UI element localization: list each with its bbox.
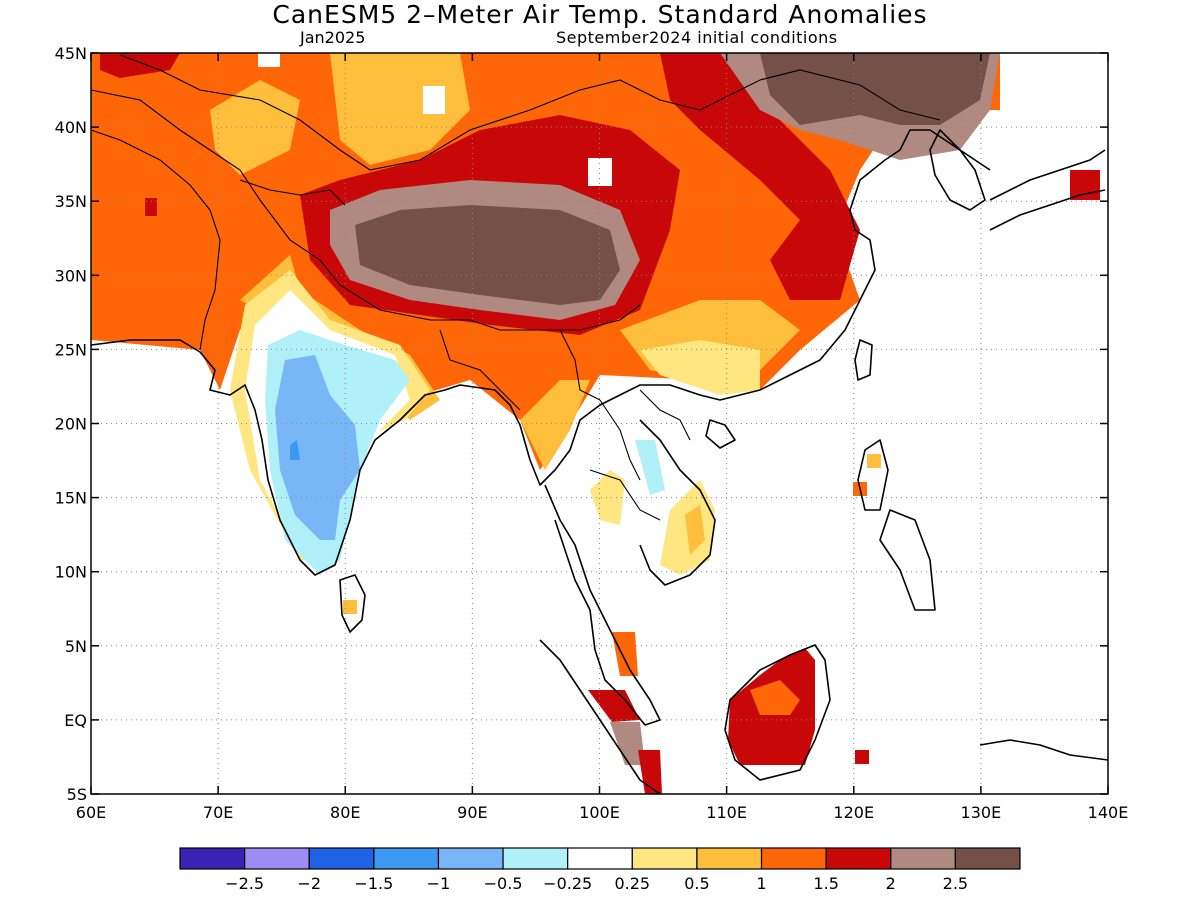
colorbar-swatch (890, 847, 956, 870)
colorbar-label: 1 (756, 874, 766, 893)
colorbar-swatch (696, 847, 763, 870)
lat-tick-label: 40N (55, 118, 87, 137)
colorbar-swatch (760, 847, 827, 870)
anomaly-region-0.25-to-0.5 (640, 340, 760, 395)
colorbar-label: −2 (297, 874, 321, 893)
anomaly-cell-1.5-to-2 (855, 750, 869, 764)
map-title: CanESM5 2–Meter Air Temp. Standard Anoma… (272, 0, 928, 29)
anomaly-region-1-to-1.5 (750, 680, 800, 715)
lat-tick-label: 35N (55, 192, 87, 211)
anomaly-cell-1.5-to-2 (1070, 170, 1100, 200)
lat-tick-label: 45N (55, 44, 87, 63)
anomaly-region-minus-1-to-minus-1.5 (290, 440, 300, 460)
colorbar-label: 0.25 (614, 874, 650, 893)
colorbar-label: 0.5 (684, 874, 709, 893)
lat-tick-label: 5S (67, 785, 87, 804)
anomaly-region-minus-0.5-to-minus-1 (275, 355, 360, 540)
lat-tick-label: 20N (55, 415, 87, 434)
anomaly-cell-1.5-to-2 (145, 198, 157, 216)
colorbar-swatch (502, 847, 569, 870)
colorbar-swatch (567, 847, 633, 870)
colorbar-label: 2.5 (943, 874, 968, 893)
colorbar-swatch (373, 847, 440, 870)
colorbar-swatch (954, 847, 1021, 870)
anomaly-region-2-to-2.5 (610, 722, 645, 765)
colorbar-label: −1.5 (354, 874, 393, 893)
colorbar-label: −2.5 (225, 874, 264, 893)
colorbar-swatch (825, 847, 892, 870)
country-borders (90, 54, 941, 521)
missing-data-cell (588, 158, 612, 186)
axis-ticks: 60E 70E 80E 90E 100E 110E 120E 130E 140E 45N 40N 35… (55, 44, 1129, 822)
anomaly-region-1-to-1.5 (612, 632, 638, 676)
colorbar-label: −1 (427, 874, 451, 893)
lon-tick-label: 90E (457, 803, 487, 822)
anomaly-region-0.5-to-1 (210, 80, 300, 175)
missing-data-cell (423, 86, 445, 114)
colorbar-label: 1.5 (813, 874, 838, 893)
anomaly-fields (91, 53, 1108, 794)
colorbar-swatch (244, 847, 310, 870)
lon-tick-label: 110E (706, 803, 747, 822)
anomaly-region-above-2.5 (355, 205, 620, 305)
anomaly-region-1.5-to-2 (660, 53, 860, 300)
colorbar-label: −0.25 (543, 874, 592, 893)
lat-tick-label: 15N (55, 489, 87, 508)
colorbar-label: −0.5 (484, 874, 523, 893)
anomaly-region-0.5-to-1 (520, 380, 590, 470)
missing-data-cell (258, 53, 280, 67)
colorbar-swatch (308, 847, 375, 870)
anomaly-region-minus-0.25-to-minus-0.5 (635, 440, 665, 495)
lat-tick-label: 25N (55, 340, 87, 359)
anomaly-region-1.5-to-2 (100, 53, 180, 78)
anomaly-region-0.25-to-0.5 (590, 470, 625, 525)
coastlines (90, 129, 1109, 795)
colorbar: −2.5 −2 −1.5 −1 −0.5 −0.25 0.25 0.5 1 1.5 2 2.5 (179, 847, 1021, 893)
lon-tick-label: 100E (579, 803, 620, 822)
lon-tick-label: 120E (833, 803, 874, 822)
colorbar-swatch (437, 847, 504, 870)
graticule (91, 53, 1108, 794)
anomaly-region-0.5-to-1 (685, 505, 705, 555)
anomaly-cell-0.5-to-1 (343, 600, 357, 614)
lat-tick-label: 10N (55, 563, 87, 582)
initial-conditions-label: September2024 initial conditions (556, 28, 838, 47)
lat-tick-label: 5N (65, 637, 87, 656)
forecast-month: Jan2025 (300, 28, 366, 47)
colorbar-swatch (631, 847, 698, 870)
lon-tick-label: 140E (1088, 803, 1129, 822)
anomaly-cell-0.5-to-1 (867, 454, 881, 468)
lon-tick-label: 80E (330, 803, 360, 822)
anomaly-region-1.5-to-2 (588, 690, 640, 722)
lon-tick-label: 60E (76, 803, 106, 822)
lon-tick-label: 130E (961, 803, 1002, 822)
anomaly-region-0.5-to-1 (330, 53, 470, 165)
colorbar-swatch (179, 847, 246, 870)
lat-tick-label: EQ (64, 711, 87, 730)
lon-tick-label: 70E (203, 803, 233, 822)
colorbar-label: 2 (886, 874, 896, 893)
lat-tick-label: 30N (55, 266, 87, 285)
anomaly-region-above-2.5 (760, 53, 990, 125)
